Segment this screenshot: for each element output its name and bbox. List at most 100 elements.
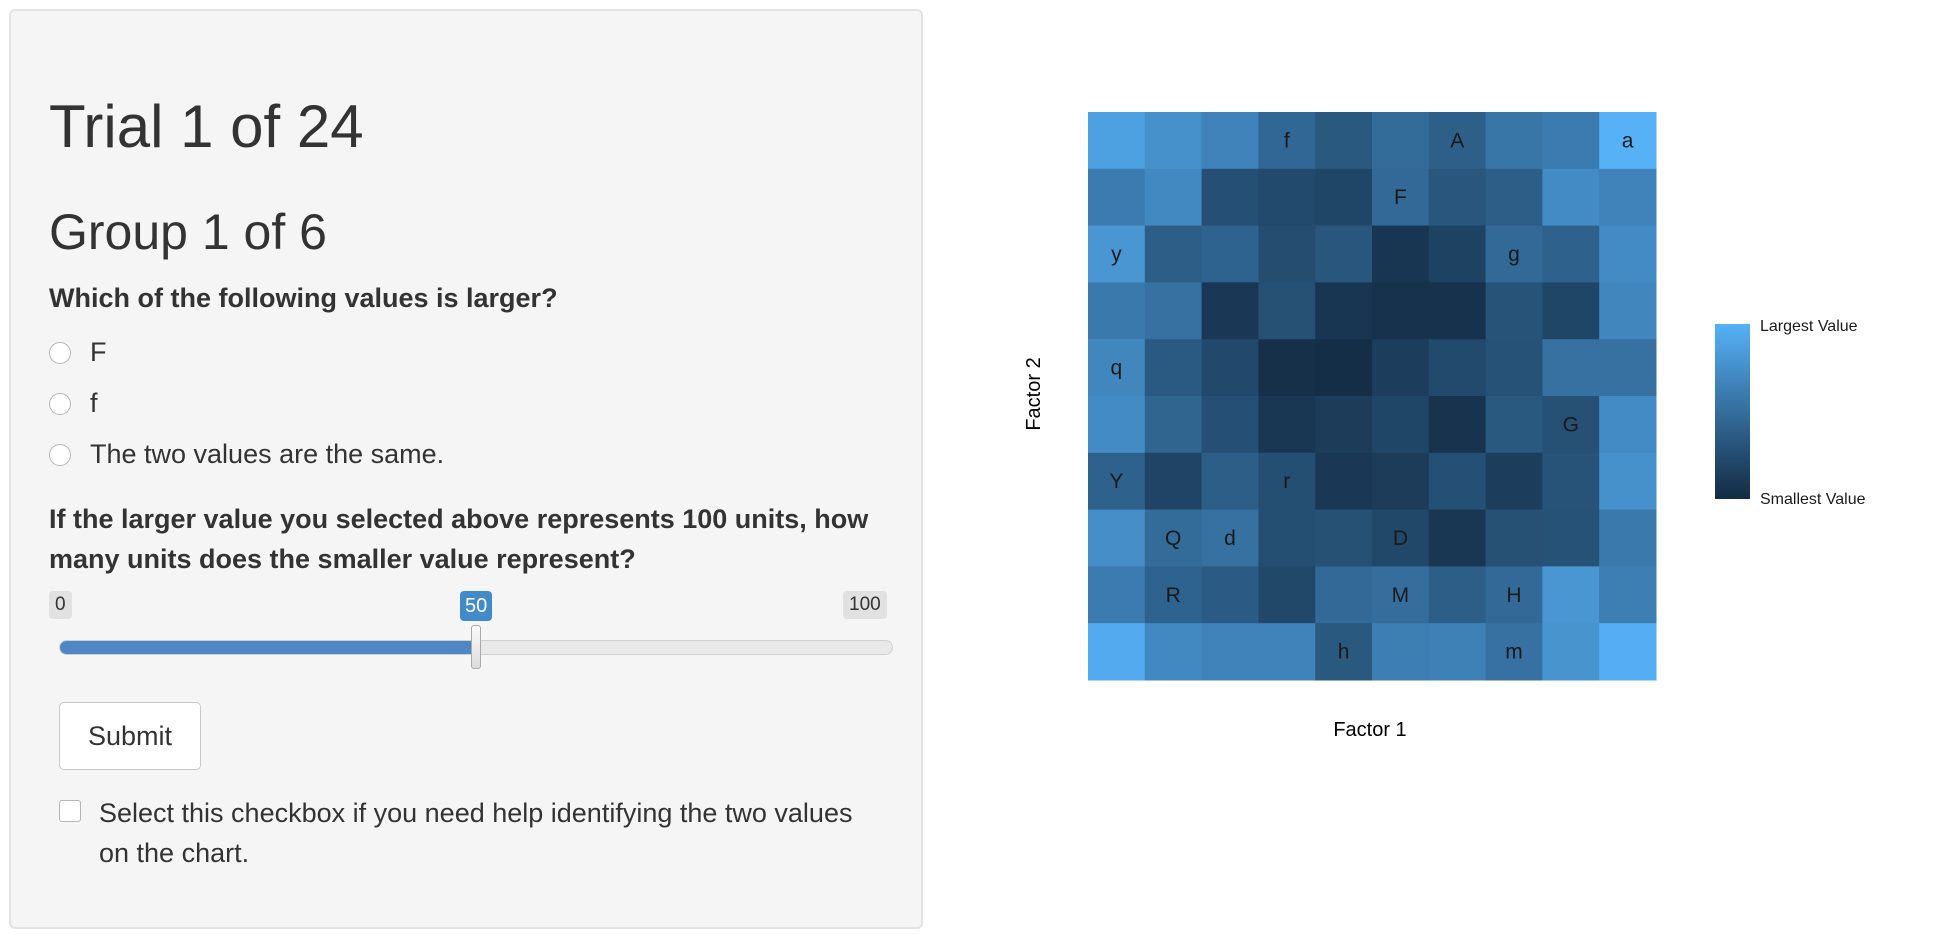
heatmap-cell bbox=[1144, 566, 1203, 624]
help-checkbox-label: Select this checkbox if you need help id… bbox=[99, 798, 853, 868]
heatmap-cell bbox=[1088, 566, 1146, 624]
heatmap-cell bbox=[1599, 396, 1657, 454]
heatmap-cell bbox=[1088, 282, 1146, 340]
heatmap-cell bbox=[1258, 452, 1316, 511]
legend-high-label: Largest Value bbox=[1760, 318, 1858, 335]
radio-option-F[interactable]: F bbox=[49, 337, 107, 368]
heatmap-cell bbox=[1599, 282, 1657, 340]
heatmap-cell bbox=[1599, 623, 1657, 681]
heatmap-cell bbox=[1542, 168, 1600, 227]
heatmap-cell bbox=[1088, 225, 1146, 283]
heatmap-cell bbox=[1485, 452, 1543, 511]
radio-option-f[interactable]: f bbox=[49, 388, 98, 419]
heatmap-cell bbox=[1428, 623, 1487, 681]
legend-colorbar bbox=[1715, 324, 1750, 499]
slider-handle[interactable] bbox=[471, 625, 481, 669]
heatmap-cell bbox=[1201, 168, 1259, 227]
heatmap-cell bbox=[1258, 112, 1316, 170]
heatmap-cell bbox=[1144, 282, 1203, 340]
heatmap-cell bbox=[1428, 225, 1487, 283]
heatmap-cell-label: Q bbox=[1165, 527, 1181, 550]
heatmap-cell bbox=[1201, 225, 1259, 283]
legend-low-label: Smallest Value bbox=[1760, 491, 1866, 508]
heatmap-cell-label: h bbox=[1338, 641, 1350, 664]
slider-value-label: 50 bbox=[460, 591, 493, 621]
radio-option-same[interactable]: The two values are the same. bbox=[49, 439, 444, 470]
heatmap-cell bbox=[1315, 225, 1373, 283]
heatmap-cell-label: Y bbox=[1109, 470, 1123, 493]
heatmap-cell bbox=[1315, 168, 1373, 227]
heatmap-cell bbox=[1315, 566, 1373, 624]
heatmap-cell bbox=[1428, 339, 1487, 397]
heatmap-cell bbox=[1542, 566, 1600, 624]
heatmap-cell bbox=[1315, 282, 1373, 340]
heatmap-cell bbox=[1372, 112, 1430, 170]
survey-panel: Trial 1 of 24 Group 1 of 6 Which of the … bbox=[9, 9, 923, 929]
heatmap-cell bbox=[1315, 339, 1373, 397]
heatmap-cell bbox=[1372, 282, 1430, 340]
heatmap-cell bbox=[1599, 339, 1657, 397]
slider-min-label: 0 bbox=[49, 591, 72, 619]
heatmap-cell bbox=[1599, 112, 1657, 170]
heatmap-cell bbox=[1599, 509, 1657, 567]
heatmap-cell bbox=[1599, 225, 1657, 283]
slider-fill bbox=[60, 641, 476, 654]
radio-button[interactable] bbox=[49, 341, 71, 364]
heatmap-cell bbox=[1428, 396, 1487, 454]
trial-title: Trial 1 of 24 bbox=[49, 93, 364, 160]
heatmap-cell bbox=[1372, 225, 1430, 283]
heatmap-cell bbox=[1201, 623, 1259, 681]
heatmap-cell-label: D bbox=[1393, 527, 1408, 550]
x-axis-title: Factor 1 bbox=[1333, 719, 1406, 741]
heatmap-cell bbox=[1088, 112, 1146, 170]
heatmap-cell-label: q bbox=[1111, 357, 1123, 380]
heatmap-cell bbox=[1315, 509, 1373, 567]
heatmap-cell bbox=[1144, 509, 1203, 567]
submit-button[interactable]: Submit bbox=[59, 702, 201, 770]
heatmap-cell bbox=[1201, 566, 1259, 624]
heatmap-cell bbox=[1372, 339, 1430, 397]
heatmap-cell bbox=[1428, 509, 1487, 567]
heatmap-cell-label: G bbox=[1563, 413, 1579, 436]
heatmap-cell bbox=[1485, 112, 1543, 170]
heatmap-cell bbox=[1542, 396, 1600, 454]
slider-max-label: 100 bbox=[843, 591, 887, 619]
heatmap-cell bbox=[1315, 452, 1373, 511]
heatmap-cell-label: a bbox=[1622, 129, 1634, 152]
heatmap-cell bbox=[1372, 396, 1430, 454]
heatmap-cell bbox=[1258, 225, 1316, 283]
heatmap-cell bbox=[1485, 623, 1543, 681]
help-checkbox[interactable] bbox=[59, 800, 81, 822]
heatmap-cell bbox=[1428, 566, 1487, 624]
heatmap-cell bbox=[1088, 509, 1146, 567]
heatmap-cell bbox=[1542, 339, 1600, 397]
heatmap-cell bbox=[1485, 168, 1543, 227]
heatmap-cell bbox=[1485, 225, 1543, 283]
heatmap-cell bbox=[1428, 282, 1487, 340]
heatmap-cell bbox=[1315, 396, 1373, 454]
heatmap-cell-label: m bbox=[1505, 641, 1523, 664]
heatmap-cell bbox=[1088, 396, 1146, 454]
heatmap-cell-label: d bbox=[1224, 527, 1236, 550]
heatmap-cell bbox=[1144, 225, 1203, 283]
question-larger-prompt: Which of the following values is larger? bbox=[49, 283, 558, 313]
heatmap-cell bbox=[1144, 452, 1203, 511]
heatmap-cell bbox=[1372, 566, 1430, 624]
heatmap-cell-label: M bbox=[1392, 584, 1410, 607]
radio-label: The two values are the same. bbox=[90, 439, 445, 469]
heatmap-cell bbox=[1542, 452, 1600, 511]
heatmap-cell-label: g bbox=[1508, 243, 1520, 266]
heatmap-cell bbox=[1144, 396, 1203, 454]
heatmap-cell bbox=[1485, 282, 1543, 340]
heatmap-cell bbox=[1542, 623, 1600, 681]
heatmap-cell bbox=[1258, 282, 1316, 340]
radio-button[interactable] bbox=[49, 392, 71, 415]
heatmap-cell bbox=[1599, 168, 1657, 227]
heatmap-cell bbox=[1258, 566, 1316, 624]
heatmap-cell bbox=[1088, 168, 1146, 227]
radio-button[interactable] bbox=[49, 443, 71, 466]
heatmap-cell bbox=[1428, 168, 1487, 227]
heatmap-cell bbox=[1372, 168, 1430, 227]
heatmap-cell bbox=[1201, 396, 1259, 454]
